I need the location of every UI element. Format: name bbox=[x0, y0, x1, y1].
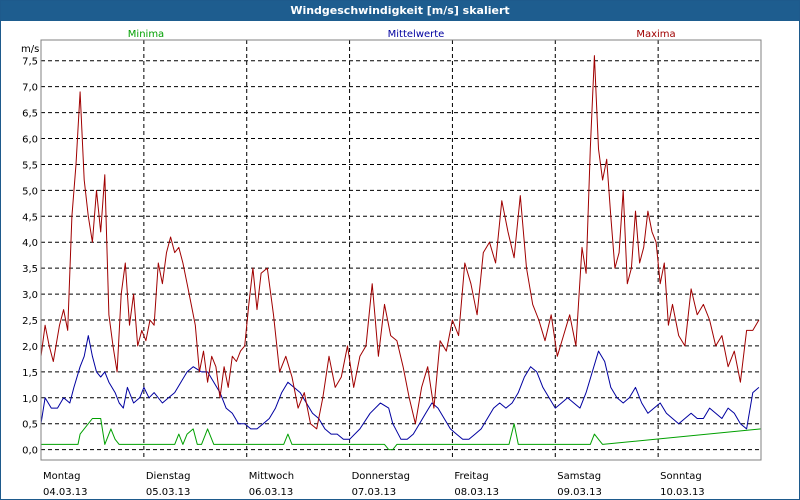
x-tick-weekday: Montag bbox=[43, 471, 80, 482]
x-tick-date: 06.03.13 bbox=[249, 487, 294, 498]
x-tick-weekday: Freitag bbox=[454, 471, 488, 482]
y-tick-label: 6,0 bbox=[22, 135, 38, 146]
y-tick-label: 2,0 bbox=[22, 342, 38, 353]
plot-area-border bbox=[40, 39, 762, 461]
x-tick-date: 10.03.13 bbox=[660, 487, 705, 498]
grid-lines bbox=[41, 40, 761, 460]
legend: Minima Mittelwerte Maxima bbox=[128, 29, 676, 40]
y-tick-label: 3,5 bbox=[22, 264, 38, 275]
x-tick-date: 09.03.13 bbox=[557, 487, 602, 498]
plot-area-background bbox=[41, 40, 761, 460]
y-tick-label: 7,5 bbox=[22, 57, 38, 68]
y-tick-label: 4,5 bbox=[22, 212, 38, 223]
x-tick-date: 08.03.13 bbox=[454, 487, 499, 498]
legend-entry: Maxima bbox=[636, 29, 675, 40]
y-tick-label: 7,0 bbox=[22, 83, 38, 94]
y-tick-label: 3,0 bbox=[22, 290, 38, 301]
y-tick-label: 1,5 bbox=[22, 368, 38, 379]
y-tick-label: 2,5 bbox=[22, 316, 38, 327]
y-axis-label: m/s bbox=[21, 44, 39, 55]
y-tick-label: 0,5 bbox=[22, 420, 38, 431]
y-tick-labels: 0,0 0,5 1,0 1,5 2,0 2,5 3,0 3,5 4,0 4,5 5,0 5,5 6,0 6… bbox=[22, 57, 38, 457]
y-tick-label: 6,5 bbox=[22, 109, 38, 120]
x-tick-date: 07.03.13 bbox=[352, 487, 397, 498]
series-line-maxima bbox=[40, 55, 760, 430]
series-lines bbox=[40, 55, 762, 451]
x-tick-weekday: Dienstag bbox=[146, 471, 191, 482]
y-tick-label: 0,0 bbox=[22, 446, 38, 457]
legend-entry: Mittelwerte bbox=[388, 29, 445, 40]
x-tick-date: 04.03.13 bbox=[43, 487, 88, 498]
x-tick-labels: Montag 04.03.13 Dienstag 05.03.13 Mittwoch 06… bbox=[43, 471, 705, 498]
y-tick-label: 1,0 bbox=[22, 394, 38, 405]
x-tick-date: 05.03.13 bbox=[146, 487, 191, 498]
series-line-minima bbox=[41, 418, 762, 451]
x-tick-weekday: Sonntag bbox=[660, 471, 702, 482]
x-tick-weekday: Samstag bbox=[557, 471, 601, 482]
x-tick-weekday: Mittwoch bbox=[249, 471, 294, 482]
x-tick-weekday: Donnerstag bbox=[352, 471, 410, 482]
chart-title: Windgeschwindigkeit [m/s] skaliert bbox=[1, 1, 799, 21]
y-tick-label: 5,0 bbox=[22, 186, 38, 197]
y-tick-label: 4,0 bbox=[22, 238, 38, 249]
series-line-mittelwerte bbox=[40, 335, 760, 440]
y-tick-label: 5,5 bbox=[22, 160, 38, 171]
legend-entry: Minima bbox=[128, 29, 164, 40]
